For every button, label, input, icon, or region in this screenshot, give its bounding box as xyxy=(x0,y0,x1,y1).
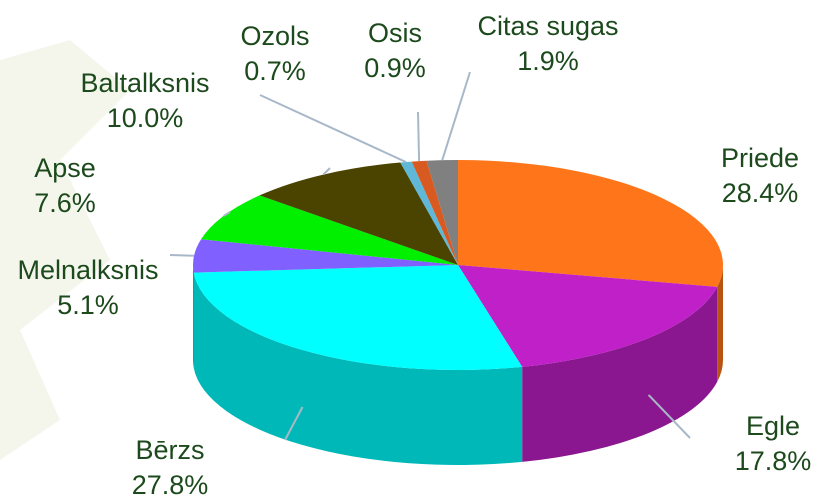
slice xyxy=(400,161,458,265)
slice xyxy=(458,160,723,287)
slice-value-label: 5.1% xyxy=(57,290,119,320)
leader-line xyxy=(284,406,304,441)
slice-side xyxy=(717,265,723,382)
slice-label: Baltalksnis xyxy=(80,68,209,98)
slice-side xyxy=(522,286,718,462)
leader-line xyxy=(259,94,407,163)
slice-label: Bērzs xyxy=(135,435,204,465)
slice xyxy=(458,265,718,367)
slice xyxy=(192,239,458,273)
leader-line xyxy=(223,211,231,217)
slice-label: Apse xyxy=(34,153,96,183)
slice-value-label: 27.8% xyxy=(132,470,209,500)
slice-value-label: 7.6% xyxy=(34,188,96,218)
leader-line xyxy=(441,71,471,161)
leader-line xyxy=(647,394,691,439)
slice-value-label: 10.0% xyxy=(107,103,184,133)
slice-label: Priede xyxy=(721,143,799,173)
leader-line xyxy=(169,254,195,257)
leader-line xyxy=(417,111,421,162)
slice-side xyxy=(193,265,194,368)
leader-line xyxy=(322,167,331,176)
slice-value-label: 28.4% xyxy=(722,178,799,208)
slice xyxy=(411,160,458,265)
slice xyxy=(426,160,458,265)
background-shape xyxy=(0,40,130,460)
slice-value-label: 1.9% xyxy=(517,46,579,76)
slice-value-label: 0.7% xyxy=(244,56,306,86)
slice xyxy=(193,265,523,370)
slice-label: Egle xyxy=(746,411,800,441)
slice-label: Citas sugas xyxy=(477,11,618,41)
slice xyxy=(201,195,459,265)
slice-side xyxy=(193,272,523,465)
slice-value-label: 17.8% xyxy=(735,446,812,476)
slice-label: Osis xyxy=(368,18,422,48)
slice-value-label: 0.9% xyxy=(364,53,426,83)
slice-label: Melnalksnis xyxy=(17,255,158,285)
slice-label: Ozols xyxy=(240,21,309,51)
slice xyxy=(259,162,458,265)
